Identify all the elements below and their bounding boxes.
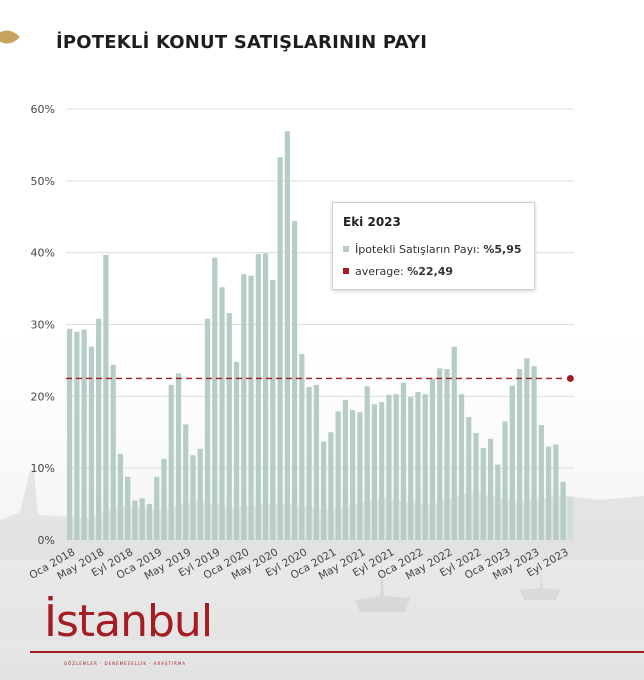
bar[interactable] xyxy=(146,504,153,540)
tooltip-series-value: %5,95 xyxy=(483,243,522,256)
bar[interactable] xyxy=(466,417,472,540)
bar[interactable] xyxy=(487,438,494,540)
bar[interactable] xyxy=(270,279,276,540)
bar[interactable] xyxy=(495,464,501,540)
bar[interactable] xyxy=(175,373,182,540)
bar[interactable] xyxy=(393,394,399,540)
bar[interactable] xyxy=(458,394,465,540)
bar[interactable] xyxy=(262,253,269,540)
bar[interactable] xyxy=(277,157,283,540)
bar[interactable] xyxy=(502,421,508,540)
y-tick-label: 10% xyxy=(31,462,55,475)
bar[interactable] xyxy=(408,397,414,540)
tooltip-series-swatch xyxy=(343,246,349,252)
bar[interactable] xyxy=(161,458,167,540)
bar[interactable] xyxy=(88,346,95,540)
y-tick-label: 20% xyxy=(31,390,55,403)
bar[interactable] xyxy=(422,394,428,540)
bar[interactable] xyxy=(437,368,443,540)
bar[interactable] xyxy=(545,446,552,540)
bar[interactable] xyxy=(379,402,385,540)
brand-corner-mark xyxy=(0,30,20,44)
bar[interactable] xyxy=(371,404,378,540)
bar[interactable] xyxy=(168,384,174,540)
bar[interactable] xyxy=(204,318,211,540)
bar[interactable] xyxy=(451,346,457,540)
bar[interactable] xyxy=(386,394,392,540)
bar[interactable] xyxy=(516,369,523,540)
bar[interactable] xyxy=(226,313,232,540)
logo-underline xyxy=(30,651,644,653)
bar[interactable] xyxy=(306,386,312,540)
bar[interactable] xyxy=(357,412,363,540)
bar[interactable] xyxy=(67,328,73,540)
bar[interactable] xyxy=(255,254,261,540)
bar-highlighted[interactable] xyxy=(567,497,573,540)
bar[interactable] xyxy=(132,500,138,540)
bar[interactable] xyxy=(473,432,479,540)
bar[interactable] xyxy=(509,385,515,540)
bar[interactable] xyxy=(103,254,109,541)
tooltip-average-swatch xyxy=(343,268,349,274)
bar[interactable] xyxy=(183,424,189,540)
tooltip-title: Eki 2023 xyxy=(343,215,401,229)
bar[interactable] xyxy=(233,361,240,540)
bar[interactable] xyxy=(444,369,450,540)
chart-tooltip: Eki 2023 İpotekli Satışların Payı: %5,95… xyxy=(332,202,535,290)
tooltip-average-label: average: xyxy=(355,265,404,278)
bar[interactable] xyxy=(531,366,537,540)
y-axis-tick-labels: 0% 10% 20% 30% 40% 50% 60% xyxy=(31,103,55,547)
istanbul-logo: İstanbul xyxy=(44,596,213,647)
tooltip-series-row: İpotekli Satışların Payı: %5,95 xyxy=(343,243,522,256)
bars xyxy=(67,131,573,541)
y-tick-label: 0% xyxy=(38,534,55,547)
bar[interactable] xyxy=(110,364,116,540)
bar[interactable] xyxy=(81,329,87,540)
bar[interactable] xyxy=(117,453,124,540)
bar[interactable] xyxy=(139,498,145,540)
bar[interactable] xyxy=(335,411,341,540)
tooltip-average-value: %22,49 xyxy=(407,265,454,278)
bar[interactable] xyxy=(125,476,131,540)
bar[interactable] xyxy=(219,287,225,540)
average-line-group xyxy=(66,373,575,383)
logo-subtitle: GÖZLEMLER · DENEMESELLİK · ARAŞTIRMA xyxy=(64,661,187,666)
bar[interactable] xyxy=(364,386,370,540)
tooltip-average-row: average: %22,49 xyxy=(343,265,453,278)
bar[interactable] xyxy=(328,432,334,540)
y-tick-label: 50% xyxy=(31,175,55,188)
bar[interactable] xyxy=(342,399,349,540)
tooltip-series-label: İpotekli Satışların Payı: xyxy=(355,243,480,256)
y-tick-label: 30% xyxy=(31,319,55,332)
average-marker xyxy=(565,373,575,383)
bar[interactable] xyxy=(291,221,298,540)
bar[interactable] xyxy=(429,378,436,540)
bar[interactable] xyxy=(524,358,530,540)
y-tick-label: 40% xyxy=(31,247,55,260)
bar[interactable] xyxy=(74,331,80,540)
page-title: İPOTEKLİ KONUT SATIŞLARININ PAYI xyxy=(56,32,428,53)
bar[interactable] xyxy=(321,441,327,540)
bar[interactable] xyxy=(400,382,407,540)
y-tick-label: 60% xyxy=(31,103,55,116)
bar[interactable] xyxy=(197,448,203,540)
bar[interactable] xyxy=(96,318,102,540)
bar[interactable] xyxy=(299,353,305,540)
bar[interactable] xyxy=(212,257,218,540)
grid-lines xyxy=(66,108,574,541)
bar[interactable] xyxy=(241,274,247,540)
bar[interactable] xyxy=(284,131,290,541)
bar[interactable] xyxy=(480,448,486,540)
bar[interactable] xyxy=(553,444,559,540)
bar[interactable] xyxy=(154,476,160,540)
bar[interactable] xyxy=(248,275,254,540)
bar[interactable] xyxy=(415,392,421,540)
bar[interactable] xyxy=(313,384,319,540)
bar[interactable] xyxy=(538,425,544,540)
bar[interactable] xyxy=(560,481,566,540)
bar[interactable] xyxy=(350,409,356,540)
bar[interactable] xyxy=(190,455,196,540)
